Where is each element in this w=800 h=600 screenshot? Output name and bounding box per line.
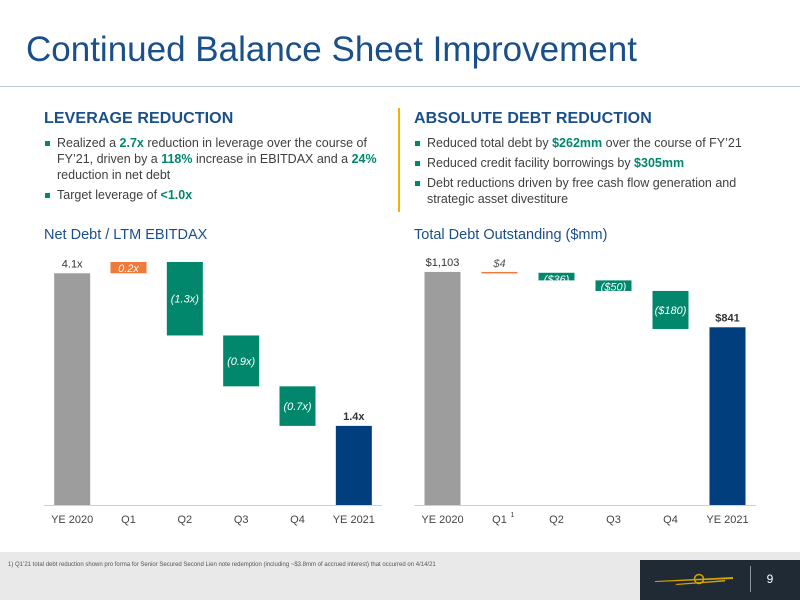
debt-data-label-2: ($36) — [544, 274, 570, 286]
debt-data-label-4: ($180) — [655, 305, 687, 317]
leverage-bar-5 — [335, 425, 372, 505]
leverage-category-label-1: Q1 — [121, 514, 136, 526]
debt-chart-title: Total Debt Outstanding ($mm) — [414, 227, 608, 243]
debt-bar-0 — [424, 271, 461, 505]
leverage-category-label-5: YE 2021 — [333, 514, 375, 526]
leverage-data-label-2: (1.3x) — [171, 294, 199, 306]
debt-bar-3 — [595, 280, 632, 291]
debt-category-label-0: YE 2020 — [421, 514, 463, 526]
debt-bullet-3: Debt reductions driven by free cash flow… — [414, 175, 774, 207]
debt-data-label-1: $4 — [492, 258, 505, 270]
debt-category-label-2: Q2 — [549, 514, 564, 526]
footer-separator — [750, 566, 751, 592]
debt-bullet-1: Reduced total debt by $262mm over the co… — [414, 135, 774, 151]
leverage-bar-3 — [223, 335, 260, 387]
debt-data-label-0: $1,103 — [426, 257, 460, 269]
debt-category-label-4: Q4 — [663, 514, 678, 526]
debt-bar-4 — [652, 290, 689, 329]
debt-bullet-2: Reduced credit facility borrowings by $3… — [414, 155, 774, 171]
debt-category-label-5: YE 2021 — [706, 514, 748, 526]
leverage-category-label-4: Q4 — [290, 514, 305, 526]
debt-bar-5 — [709, 327, 746, 505]
leverage-data-label-3: (0.9x) — [227, 356, 255, 368]
page-number: 9 — [766, 572, 774, 586]
column-divider — [398, 108, 400, 212]
debt-bar-1 — [481, 271, 518, 274]
debt-bar-2 — [538, 272, 575, 281]
debt-bullets: Reduced total debt by $262mm over the co… — [414, 135, 774, 211]
leverage-reduction-heading: LEVERAGE REDUCTION — [44, 110, 234, 127]
leverage-category-label-0: YE 2020 — [51, 514, 93, 526]
debt-reduction-heading: ABSOLUTE DEBT REDUCTION — [414, 110, 652, 127]
footnote: 1) Q1’21 total debt reduction shown pro … — [8, 562, 436, 568]
leverage-data-label-1: 0.2x — [118, 263, 139, 275]
company-logo — [655, 573, 733, 585]
debt-data-label-5: $841 — [715, 312, 739, 324]
leverage-bar-0 — [54, 273, 91, 505]
leverage-category-label-2: Q2 — [177, 514, 192, 526]
debt-category-footnote-1: 1 — [511, 512, 515, 519]
leverage-bar-2 — [166, 262, 203, 336]
leverage-bar-4 — [279, 386, 316, 426]
leverage-bullet-2: Target leverage of <1.0x — [44, 187, 384, 203]
debt-category-label-3: Q3 — [606, 514, 621, 526]
leverage-bullets: Realized a 2.7x reduction in leverage ov… — [44, 135, 384, 207]
debt-category-label-1: Q1 — [492, 514, 507, 526]
footer-dark-panel — [640, 560, 800, 600]
leverage-bar-1 — [110, 262, 147, 274]
debt-data-label-3: ($50) — [601, 281, 627, 293]
leverage-data-label-0: 4.1x — [62, 258, 83, 270]
title-divider — [0, 86, 800, 87]
leverage-bullet-1: Realized a 2.7x reduction in leverage ov… — [44, 135, 384, 183]
leverage-category-label-3: Q3 — [234, 514, 249, 526]
page-title: Continued Balance Sheet Improvement — [26, 30, 637, 69]
leverage-chart-title: Net Debt / LTM EBITDAX — [44, 227, 208, 243]
leverage-data-label-5: 1.4x — [343, 411, 365, 423]
leverage-data-label-4: (0.7x) — [283, 401, 311, 413]
